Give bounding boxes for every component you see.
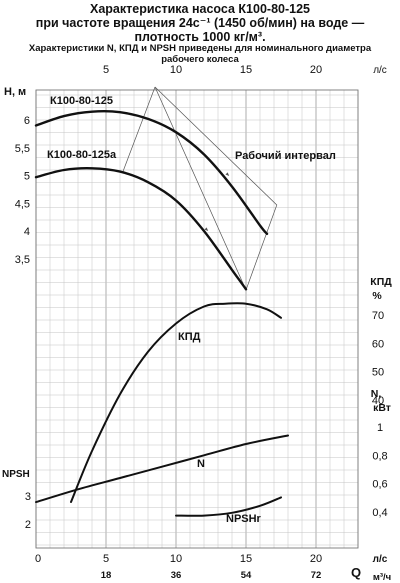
x2-unit: м³/ч bbox=[373, 572, 391, 583]
h-axis-label: H, м bbox=[4, 86, 26, 98]
series-label-k100-80-125a: К100-80-125а bbox=[47, 149, 117, 161]
x-tick-label-bottom: 15 bbox=[240, 553, 252, 565]
series-label-npshr: NPSHr bbox=[226, 513, 262, 525]
h-tick-label: 4,5 bbox=[15, 198, 30, 210]
x-tick-label-bottom: 5 bbox=[103, 553, 109, 565]
chart-title-line-1: Характеристика насоса К100-80-125 bbox=[90, 2, 310, 16]
x2-axis-q-label: Q bbox=[351, 565, 361, 580]
chart-grid bbox=[35, 90, 359, 548]
plot-border bbox=[35, 89, 359, 549]
operating-range-arrow bbox=[204, 227, 209, 231]
x-unit-top: л/с bbox=[373, 65, 387, 76]
h-tick-label: 4 bbox=[24, 226, 30, 238]
chart-note-line-2: рабочего колеса bbox=[161, 54, 239, 65]
operating-range-outline bbox=[154, 86, 278, 291]
kpd-axis-unit: % bbox=[372, 290, 382, 302]
curve-power bbox=[35, 434, 289, 504]
npsh-tick-label: 2 bbox=[25, 519, 31, 531]
x-tick-label-bottom: 10 bbox=[170, 553, 182, 565]
x2-tick-label: 54 bbox=[241, 570, 252, 581]
n-tick-label: 1 bbox=[377, 422, 383, 434]
curve-h-k100-80-125a bbox=[34, 167, 248, 291]
operating-range-edge bbox=[122, 86, 156, 173]
curve-npshr bbox=[175, 496, 282, 517]
series-label-k100-80-125: К100-80-125 bbox=[50, 95, 113, 107]
h-tick-label: 6 bbox=[24, 115, 30, 127]
npsh-tick-label: 3 bbox=[25, 491, 31, 503]
x2-tick-label: 18 bbox=[101, 570, 112, 581]
chart-title-line-2: при частоте вращения 24с⁻¹ (1450 об/мин)… bbox=[35, 16, 365, 30]
kpd-tick-label: 50 bbox=[372, 367, 384, 379]
x-tick-label-top: 15 bbox=[240, 64, 252, 76]
h-tick-label: 5 bbox=[24, 171, 30, 183]
chart-curves bbox=[34, 110, 289, 517]
n-axis-label: N, bbox=[371, 388, 382, 400]
x-tick-label-top: 20 bbox=[310, 64, 322, 76]
series-label-power: N bbox=[197, 458, 205, 470]
kpd-tick-label: 70 bbox=[372, 310, 384, 322]
operating-range-label: Рабочий интервал bbox=[235, 150, 336, 162]
curve-efficiency bbox=[70, 302, 282, 503]
n-tick-label: 0,8 bbox=[372, 450, 387, 462]
x-tick-label-bottom: 20 bbox=[310, 553, 322, 565]
x-tick-label-top: 10 bbox=[170, 64, 182, 76]
h-tick-label: 5,5 bbox=[15, 143, 30, 155]
kpd-tick-label: 60 bbox=[372, 338, 384, 350]
npsh-axis-label: NPSH bbox=[2, 469, 30, 480]
n-axis-unit: кВт bbox=[373, 402, 391, 414]
x-tick-label-top: 5 bbox=[103, 64, 109, 76]
chart-title-line-3: плотность 1000 кг/м³. bbox=[134, 30, 266, 44]
kpd-tick-label: 40 bbox=[372, 395, 384, 407]
kpd-axis-label: КПД bbox=[370, 276, 392, 288]
series-label-efficiency: КПД bbox=[178, 331, 201, 343]
n-tick-label: 0,4 bbox=[372, 507, 387, 519]
x-unit-bottom: л/с bbox=[373, 554, 388, 565]
chart-frame bbox=[35, 89, 359, 549]
n-tick-label: 0,6 bbox=[372, 479, 387, 491]
x-tick-label-bottom: 0 bbox=[35, 553, 41, 565]
x2-tick-label: 72 bbox=[311, 570, 322, 581]
x2-tick-label: 36 bbox=[171, 570, 182, 581]
curve-h-k100-80-125 bbox=[34, 110, 269, 235]
chart-note-line-1: Характеристики N, КПД и NPSH приведены д… bbox=[28, 43, 372, 54]
operating-range-annotation bbox=[122, 86, 278, 291]
h-tick-label: 3,5 bbox=[15, 254, 30, 266]
operating-range-arrow bbox=[225, 172, 230, 176]
